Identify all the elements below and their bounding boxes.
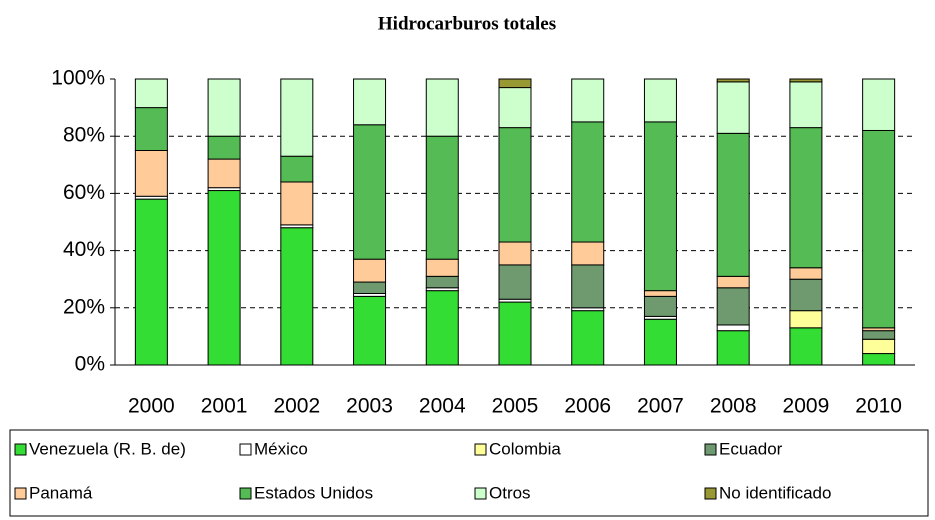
bar-segment: [498, 87, 532, 129]
bar-segment: [353, 281, 387, 294]
legend-label: Venezuela (R. B. de): [29, 439, 186, 458]
bar-segment: [643, 290, 677, 297]
bar-segment: [498, 301, 532, 366]
bar-segment: [571, 264, 605, 309]
y-tick-label: 60%: [63, 181, 105, 204]
bar-segment: [425, 258, 459, 277]
bar-segment: [716, 78, 750, 83]
bar-segment: [425, 275, 459, 289]
legend-swatch: [239, 487, 252, 500]
bar-segment: [643, 121, 677, 292]
bar-segment: [134, 150, 168, 197]
bar-segment: [571, 241, 605, 266]
bar-segment: [862, 338, 896, 355]
bar-segment: [425, 78, 459, 137]
bar-segment: [134, 198, 168, 366]
y-tick-label: 0%: [75, 353, 105, 376]
bar-segment: [571, 121, 605, 243]
bar-segment: [353, 258, 387, 283]
legend-label: Colombia: [489, 439, 561, 458]
x-tick-label: 2001: [201, 395, 248, 418]
chart-title: Hidrocarburos totales: [378, 13, 556, 34]
bar-segment: [862, 330, 896, 340]
bar-segment: [862, 353, 896, 366]
y-tick-label: 100%: [51, 67, 105, 90]
legend-box: [9, 429, 929, 517]
bar-segment: [643, 295, 677, 317]
bar-segment: [280, 181, 314, 226]
y-tick-label: 80%: [63, 124, 105, 147]
bar-segment: [789, 81, 823, 129]
bar-segment: [716, 132, 750, 277]
bar-segment: [498, 78, 532, 89]
bar-segment: [134, 78, 168, 109]
bar-segment: [498, 264, 532, 300]
bar-segment: [425, 135, 459, 260]
bar-segment: [134, 107, 168, 151]
bar-segment: [862, 129, 896, 329]
x-tick-label: 2006: [564, 395, 611, 418]
bar-segment: [498, 241, 532, 266]
bar-segment: [280, 78, 314, 157]
x-tick-label: 2003: [346, 395, 393, 418]
bar-segment: [207, 190, 241, 366]
legend-swatch: [474, 443, 487, 456]
bar-segment: [862, 78, 896, 131]
bar-segment: [571, 78, 605, 123]
y-tick-label: 40%: [63, 238, 105, 261]
legend-label: Ecuador: [719, 439, 783, 458]
bar-segment: [716, 287, 750, 326]
legend-swatch: [14, 487, 27, 500]
legend-label: Otros: [489, 483, 531, 502]
bar-segment: [716, 275, 750, 289]
legend-swatch: [14, 443, 27, 456]
bar-segment: [643, 318, 677, 366]
bar-segment: [716, 81, 750, 134]
legend-swatch: [704, 487, 717, 500]
x-tick-label: 2000: [128, 395, 175, 418]
x-tick-label: 2008: [710, 395, 757, 418]
x-tick-label: 2004: [419, 395, 466, 418]
bar-segment: [789, 327, 823, 366]
bar-segment: [789, 267, 823, 280]
bar-segment: [716, 324, 750, 332]
bar-segment: [425, 290, 459, 366]
y-tick-label: 20%: [63, 295, 105, 318]
legend-swatch: [474, 487, 487, 500]
legend-label: México: [254, 439, 308, 458]
bar-segment: [207, 135, 241, 160]
bar-segment: [571, 310, 605, 366]
bar-segment: [353, 78, 387, 126]
bar-segment: [280, 227, 314, 366]
bar-segment: [789, 278, 823, 312]
x-tick-label: 2009: [783, 395, 830, 418]
bar-segment: [353, 295, 387, 366]
x-tick-label: 2002: [273, 395, 320, 418]
bar-segment: [716, 330, 750, 366]
bar-segment: [207, 78, 241, 137]
x-tick-label: 2010: [855, 395, 902, 418]
x-tick-label: 2007: [637, 395, 684, 418]
bar-segment: [789, 78, 823, 83]
bar-segment: [643, 78, 677, 123]
legend-label: Estados Unidos: [254, 483, 373, 502]
bar-segment: [207, 158, 241, 189]
bar-segment: [789, 127, 823, 269]
x-tick-label: 2005: [492, 395, 539, 418]
legend-label: No identificado: [719, 483, 831, 502]
legend-swatch: [704, 443, 717, 456]
legend-swatch: [239, 443, 252, 456]
bar-segment: [353, 124, 387, 260]
legend-label: Panamá: [29, 483, 93, 502]
bar-segment: [498, 127, 532, 243]
bar-segment: [789, 310, 823, 329]
bar-segment: [280, 155, 314, 183]
